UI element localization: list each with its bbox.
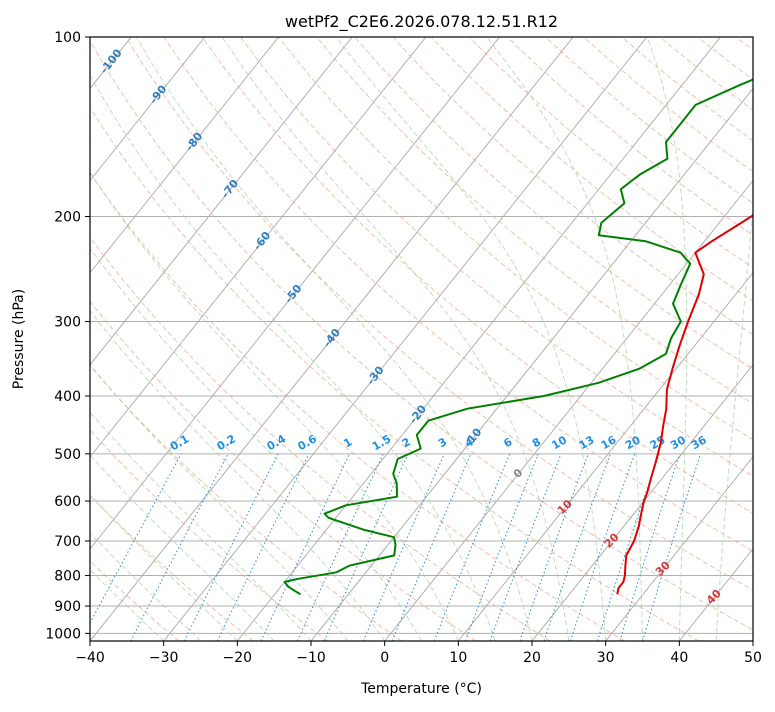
x-axis-label: Temperature (°C) [360, 681, 482, 697]
x-tick-label: 10 [449, 650, 467, 666]
y-axis-label: Pressure (hPa) [11, 289, 27, 389]
x-tick-label: 40 [670, 650, 688, 666]
x-tick-label: 30 [597, 650, 615, 666]
x-tick-label: −20 [223, 650, 253, 666]
y-tick-label: 500 [54, 447, 81, 463]
x-tick-label: −30 [149, 650, 179, 666]
x-tick-label: 50 [744, 650, 762, 666]
y-tick-label: 300 [54, 315, 81, 331]
chart-title: wetPf2_C2E6.2026.078.12.51.R12 [285, 12, 558, 32]
x-tick-label: 0 [380, 650, 389, 666]
y-tick-label: 100 [54, 30, 81, 46]
x-tick-label: −10 [296, 650, 326, 666]
x-tick-label: 20 [523, 650, 541, 666]
y-tick-label: 900 [54, 599, 81, 615]
y-tick-label: 200 [54, 210, 81, 226]
y-tick-label: 800 [54, 569, 81, 585]
x-tick-label: −40 [75, 650, 105, 666]
y-tick-label: 600 [54, 494, 81, 510]
y-tick-label: 1000 [45, 626, 81, 642]
y-tick-label: 400 [54, 389, 81, 405]
y-tick-label: 700 [54, 534, 81, 550]
